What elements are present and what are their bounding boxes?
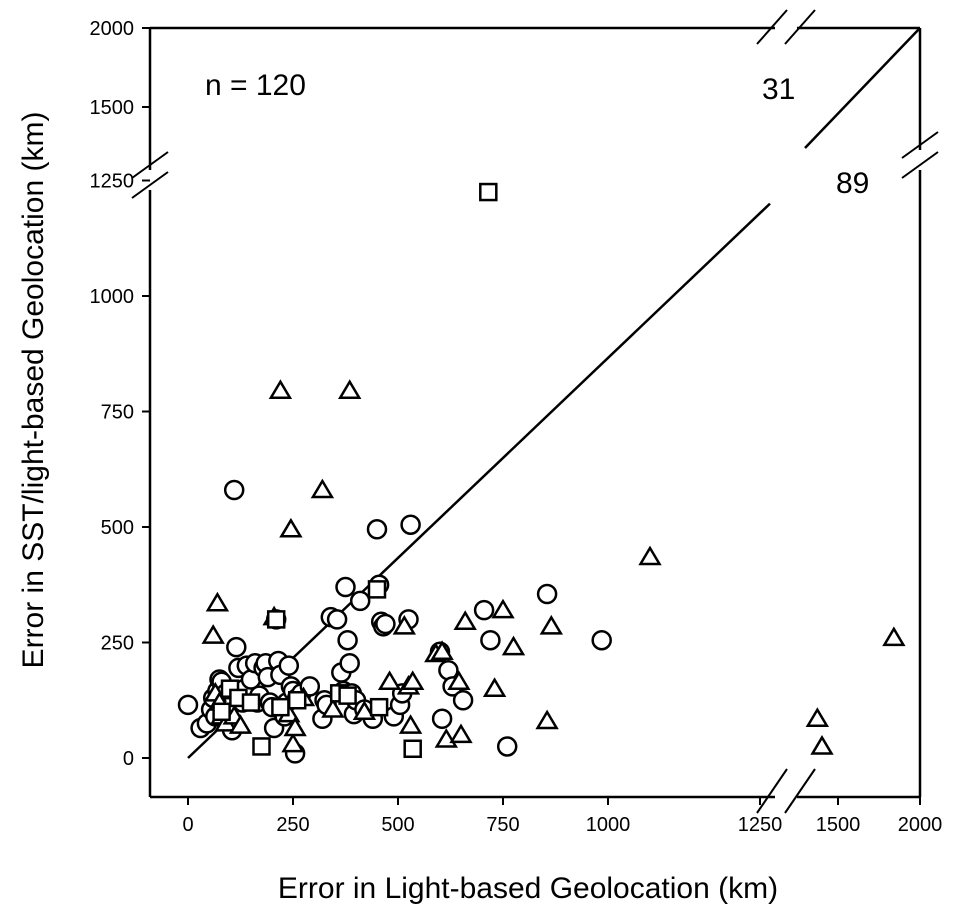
y-break-right-slash-2: [901, 151, 939, 179]
y-tick-label: 250: [101, 633, 134, 655]
annotation-below-line-count: 89: [836, 167, 869, 200]
triangle-point: [491, 598, 515, 619]
x-tick-label: 750: [486, 814, 519, 836]
triangle-point: [430, 640, 454, 660]
y-axis-ticks: 0 250 500 750 1000 1250 1500 2000: [90, 18, 150, 770]
circle-point: [177, 694, 199, 716]
triangle-point: [279, 517, 303, 538]
x-break-bottom-slash-1: [756, 768, 788, 814]
triangle-point: [310, 478, 335, 499]
triangle-point: [535, 709, 559, 730]
circle-point: [335, 576, 356, 598]
circle-point: [400, 514, 421, 535]
circle-point: [366, 519, 388, 540]
y-break-left-slash-1: [131, 151, 169, 179]
one-to-one-reference-line: [187, 27, 921, 759]
circle-point: [349, 590, 371, 612]
square-point: [252, 737, 271, 756]
annotation-n: n = 120: [205, 69, 306, 102]
y-tick-label: 500: [101, 517, 134, 539]
square-point: [338, 686, 357, 705]
circle-point: [591, 629, 612, 651]
triangle-point: [805, 707, 830, 727]
triangle-point: [447, 670, 471, 691]
circle-point: [223, 479, 245, 501]
triangle-point: [281, 732, 305, 753]
circle-point: [339, 653, 360, 674]
circle-point: [337, 629, 358, 651]
triangle-point: [283, 716, 307, 737]
x-tick-label: 250: [276, 814, 309, 836]
circle-point: [375, 613, 396, 635]
circle-point: [278, 655, 300, 676]
plot-frame: [148, 26, 922, 799]
triangle-point: [501, 635, 526, 656]
triangle-point: [201, 624, 225, 644]
triangle-point: [228, 714, 253, 734]
data-points: [177, 182, 906, 764]
circle-point: [473, 599, 495, 621]
circle-point: [496, 736, 518, 757]
x-tick-label: 500: [381, 814, 414, 836]
triangle-point: [392, 614, 416, 635]
y-break-left-slash-2: [131, 171, 169, 199]
y-tick-label: 2000: [90, 18, 135, 40]
y-tick-label: 1500: [90, 97, 135, 119]
triangle-point: [398, 714, 423, 734]
annotation-above-line-count: 31: [762, 73, 795, 106]
triangle-point: [453, 610, 477, 630]
triangle-point: [539, 614, 563, 635]
triangle-point: [352, 700, 377, 721]
y-tick-label: 750: [101, 402, 134, 424]
x-break-top-slash-2: [784, 9, 816, 45]
square-point: [369, 697, 389, 717]
triangle-point: [377, 670, 402, 691]
triangle-point: [449, 723, 473, 744]
triangle-point: [482, 677, 507, 697]
y-axis-title: Error in SST/light-based Geolocation (km…: [17, 112, 50, 669]
triangle-point: [321, 698, 345, 718]
square-point: [266, 610, 286, 629]
circle-point: [431, 708, 453, 729]
triangle-point: [401, 670, 425, 691]
y-break-right-slash-1: [901, 131, 939, 159]
square-point: [479, 182, 498, 202]
circle-point: [226, 636, 247, 658]
x-tick-label: 0: [182, 814, 193, 836]
triangle-point: [882, 626, 906, 647]
triangle-point: [638, 545, 662, 566]
x-tick-label: 1250: [738, 814, 783, 836]
x-break-bottom-slash-2: [784, 768, 816, 814]
x-tick-label: 1500: [816, 814, 861, 836]
square-point: [241, 693, 261, 712]
x-axis-ticks: 0 250 500 750 1000 1250 1500 2000: [182, 797, 942, 836]
x-break-top-slash-1: [756, 9, 788, 45]
square-point: [403, 739, 422, 759]
triangle-point: [810, 735, 834, 755]
circle-point: [326, 609, 348, 630]
x-axis-title: Error in Light-based Geolocation (km): [278, 872, 778, 905]
circle-point: [536, 583, 558, 605]
square-point: [287, 691, 307, 710]
triangle-point: [205, 591, 230, 612]
triangle-point: [338, 379, 362, 399]
square-point: [212, 702, 231, 722]
square-point: [271, 697, 290, 717]
reference-line-upper: [804, 27, 921, 149]
triangle-point: [268, 379, 293, 399]
y-tick-label: 1000: [90, 286, 135, 308]
square-point: [367, 580, 387, 599]
axis-break-markers: [131, 9, 939, 814]
y-tick-label: 0: [123, 748, 134, 770]
circle-point: [452, 690, 474, 711]
circle-point: [480, 629, 501, 651]
x-tick-label: 1000: [586, 814, 631, 836]
y-tick-label: 1250: [90, 171, 135, 193]
x-tick-label: 2000: [898, 814, 943, 836]
